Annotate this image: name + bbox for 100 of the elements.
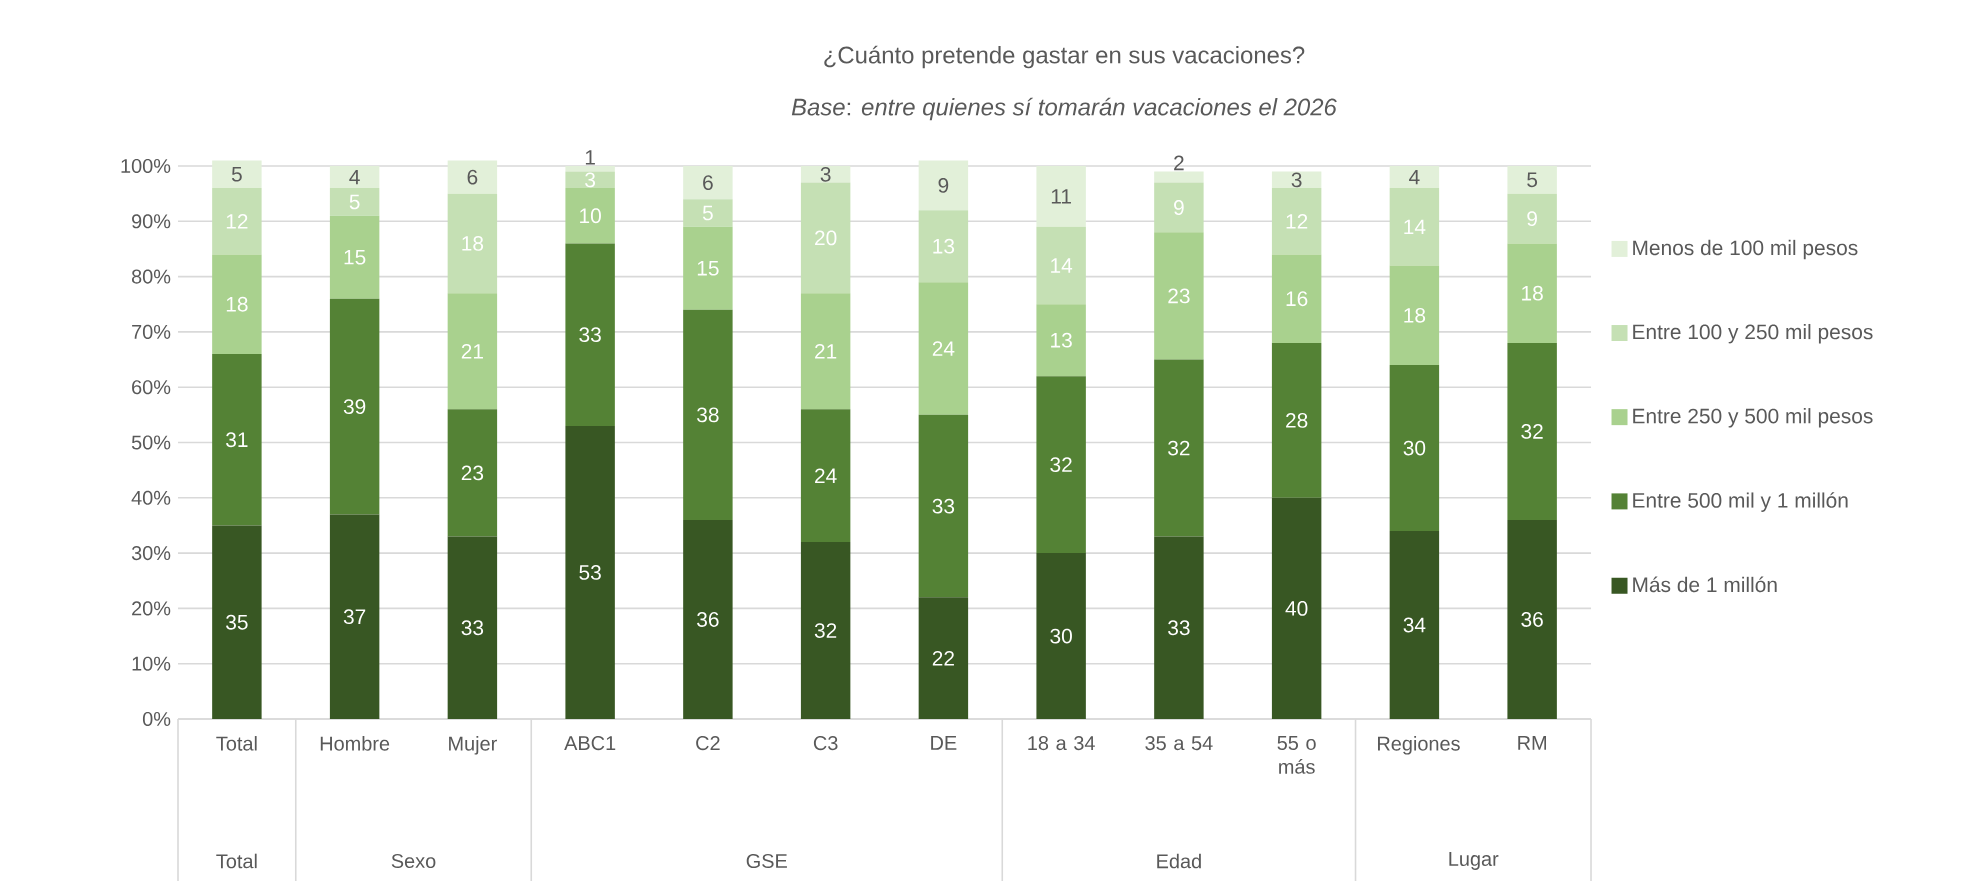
bar <box>212 254 262 355</box>
y-tick-label: 0% <box>142 711 171 727</box>
bar <box>1507 243 1557 343</box>
x-tick-label: Hombre <box>320 736 390 751</box>
legend-label: Menos de 100 mil pesos <box>1633 239 1858 260</box>
data-label: 9 <box>1174 200 1184 215</box>
bar <box>1389 166 1440 189</box>
data-label: 24 <box>815 468 837 483</box>
legend-label: Entre 500 mil y 1 millón <box>1633 492 1848 512</box>
legend-label: Entre 100 y 250 mil pesos <box>1633 323 1873 344</box>
y-tick-label: 30% <box>131 546 171 561</box>
bar <box>1507 193 1557 244</box>
bar <box>1507 342 1557 520</box>
x-tick-label: C3 <box>813 736 838 751</box>
data-label: 24 <box>932 341 955 356</box>
y-tick-label: 90% <box>132 214 171 229</box>
data-label: 18 <box>226 296 248 312</box>
bar <box>800 542 851 719</box>
bar <box>800 293 851 410</box>
data-label: 10 <box>580 208 601 224</box>
data-label: 53 <box>579 565 601 580</box>
data-label: 38 <box>697 407 719 423</box>
data-label: 33 <box>1168 620 1190 636</box>
text: Edad <box>1157 853 1201 869</box>
x-tick-label: Total <box>216 736 257 751</box>
data-label: 37 <box>343 609 366 625</box>
data-label: 30 <box>1403 440 1426 456</box>
bar <box>565 166 615 172</box>
bar <box>1036 166 1086 227</box>
x-tick-label: 18 a 34 <box>1028 736 1095 751</box>
data-label: 23 <box>461 465 484 481</box>
data-label: 16 <box>1286 291 1308 307</box>
data-label: 14 <box>1404 219 1426 235</box>
bar <box>683 199 733 227</box>
data-label: 32 <box>1168 440 1190 456</box>
x-tick-label: Regiones <box>1378 736 1460 755</box>
y-tick-label: 40% <box>131 490 171 505</box>
data-label: 6 <box>467 169 478 185</box>
bar <box>565 188 615 244</box>
bar <box>212 188 262 255</box>
y-tick-label: 100% <box>121 158 171 174</box>
data-label: 21 <box>461 343 483 359</box>
data-label: 18 <box>1404 307 1426 323</box>
data-label: 6 <box>703 175 713 190</box>
data-label: 9 <box>1527 211 1537 226</box>
data-label: 22 <box>932 650 954 666</box>
y-tick-label: 50% <box>131 435 171 450</box>
bar <box>565 243 615 426</box>
data-label: 12 <box>226 214 248 229</box>
x-tick-label: DE <box>931 736 957 750</box>
bar <box>1036 376 1086 554</box>
bar <box>918 414 969 598</box>
x-tick-label: Mujer <box>449 736 497 755</box>
data-label: 1 <box>585 150 595 165</box>
y-tick-label: 10% <box>132 656 171 671</box>
data-label: 18 <box>462 236 484 251</box>
bar <box>212 354 262 526</box>
data-label: 33 <box>579 327 601 343</box>
bar <box>1036 553 1086 719</box>
data-label: 39 <box>343 399 366 414</box>
text: Total <box>216 853 257 869</box>
x-tick-label: RM <box>1518 736 1546 750</box>
bar <box>1036 226 1086 305</box>
x-tick-label: 55 o más <box>1277 736 1316 774</box>
bar <box>565 171 615 189</box>
bar <box>683 166 733 200</box>
data-label: 21 <box>815 343 837 359</box>
bar <box>1389 530 1440 719</box>
bar <box>447 160 498 194</box>
bar <box>1507 519 1557 719</box>
bar <box>1271 188 1322 255</box>
bar <box>918 597 969 719</box>
y-tick-label: 60% <box>132 380 171 395</box>
data-label: 33 <box>461 620 484 636</box>
data-label: 4 <box>349 169 360 185</box>
data-label: 32 <box>1050 457 1072 473</box>
text: Sexo <box>391 853 436 869</box>
bar <box>918 282 969 415</box>
data-label: 12 <box>1286 214 1308 229</box>
text: Lugar <box>1449 852 1499 870</box>
legend-label: Entre 250 y 500 mil pesos <box>1633 408 1873 428</box>
bar <box>800 182 851 294</box>
y-tick-label: 20% <box>132 601 171 616</box>
bar <box>1271 497 1322 719</box>
bar <box>329 514 380 719</box>
bar <box>565 425 615 719</box>
data-label: 4 <box>1409 169 1420 185</box>
data-label: 36 <box>697 612 719 627</box>
data-label: 36 <box>1521 612 1543 627</box>
data-label: 20 <box>815 230 837 246</box>
data-label: 33 <box>932 498 955 514</box>
data-label: 2 <box>1174 155 1184 171</box>
bar <box>1389 365 1440 531</box>
bar <box>329 188 380 216</box>
data-label: 31 <box>226 432 248 448</box>
data-label: 35 <box>226 614 248 630</box>
bar <box>212 160 262 189</box>
bar <box>683 519 733 719</box>
data-label: 23 <box>1168 288 1190 304</box>
y-tick-label: 70% <box>132 324 171 339</box>
